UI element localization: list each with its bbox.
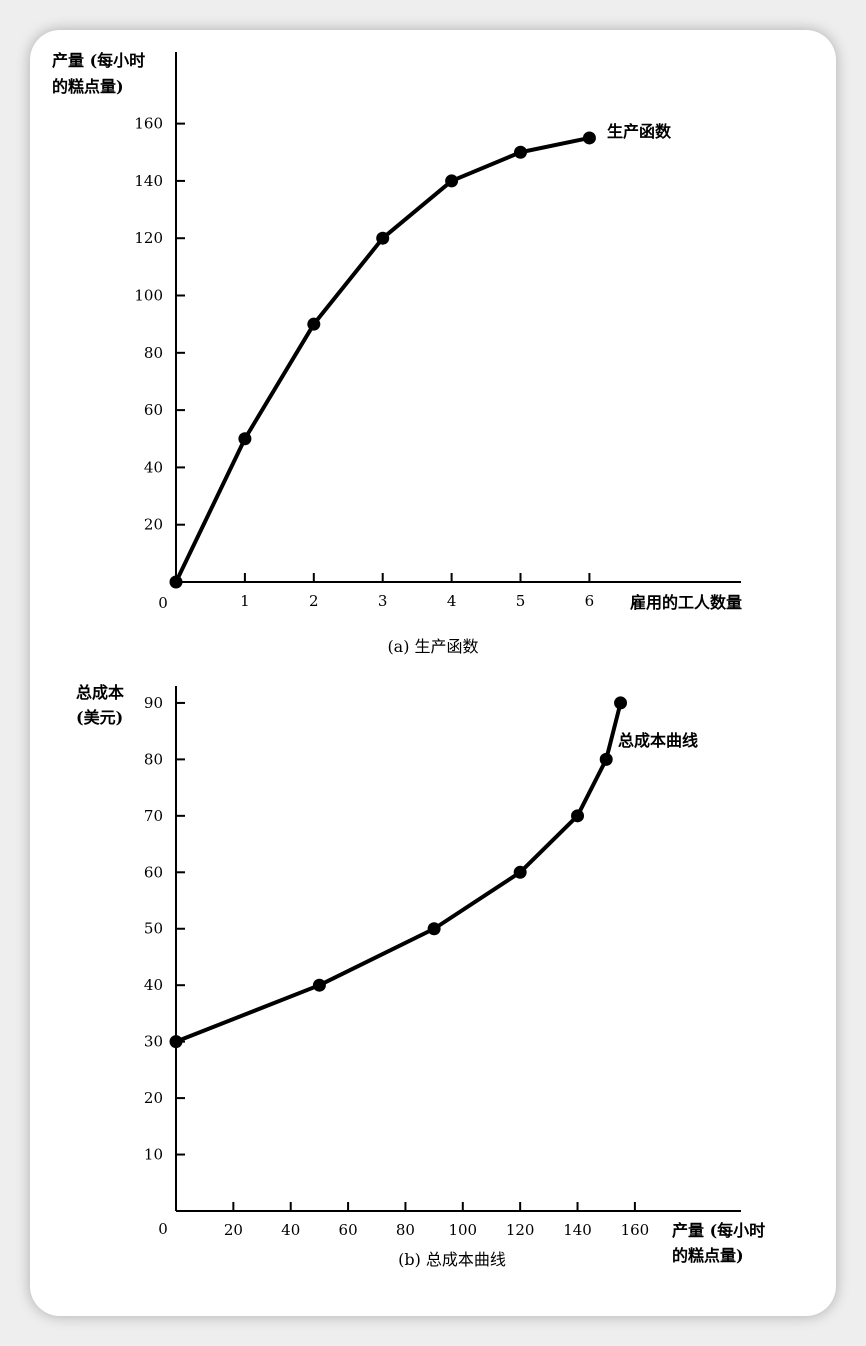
chart-a-data-point xyxy=(169,575,183,589)
chart-a-series-label: 生产函数 xyxy=(607,122,672,141)
chart-a-xtick-label: 3 xyxy=(378,592,388,610)
chart-a-xtick-label: 4 xyxy=(447,592,457,610)
chart-b-xtick-label: 140 xyxy=(563,1221,592,1239)
chart-a-data-point xyxy=(514,145,528,159)
chart-a-data-point xyxy=(307,317,321,331)
chart-a-ytick-label: 40 xyxy=(144,458,163,476)
chart-b-ytick-label: 20 xyxy=(144,1089,163,1107)
chart-b-ytick-label: 40 xyxy=(144,976,163,994)
chart-a-data-point xyxy=(445,174,459,188)
chart-a-xtick-label: 5 xyxy=(516,592,526,610)
chart-a-data-point xyxy=(238,432,252,446)
chart-a-caption: (a) 生产函数 xyxy=(387,637,478,656)
chart-a-data-point xyxy=(376,231,390,245)
chart-b-xtick-label: 60 xyxy=(339,1221,358,1239)
chart-b-data-point xyxy=(599,752,613,766)
chart-a-data-point xyxy=(582,131,596,145)
chart-b-xtick-label: 100 xyxy=(448,1221,477,1239)
chart-b-caption: (b) 总成本曲线 xyxy=(398,1250,506,1269)
chart-a-ytick-label: 160 xyxy=(134,115,163,133)
chart-a-ytick-label: 60 xyxy=(144,401,163,419)
chart-a-series-line xyxy=(174,135,590,583)
chart-b-series-label: 总成本曲线 xyxy=(618,731,698,750)
chart-b-ytick-label: 90 xyxy=(144,694,163,712)
chart-b-ytick-label: 10 xyxy=(144,1146,163,1164)
chart-b-xlabel-line1: 产量 (每小时 xyxy=(672,1221,765,1240)
chart-b-ytick-label: 50 xyxy=(144,920,163,938)
chart-a-ytick-label: 20 xyxy=(144,516,163,534)
chart-a-ylabel-line2: 的糕点量) xyxy=(52,77,124,96)
chart-b-ylabel-line2: (美元) xyxy=(76,708,123,727)
chart-b-xtick-label: 120 xyxy=(506,1221,535,1239)
chart-b-xtick-label: 40 xyxy=(281,1221,300,1239)
chart-b-xtick-label: 20 xyxy=(224,1221,243,1239)
chart-a-xtick-label: 2 xyxy=(309,592,319,610)
chart-a-ytick-label: 120 xyxy=(134,229,163,247)
chart-b-data-point xyxy=(571,809,585,823)
chart-b-ytick-label: 60 xyxy=(144,863,163,881)
chart-b-data-point xyxy=(312,978,326,992)
chart-b-xtick-label: 160 xyxy=(621,1221,650,1239)
chart-b-ytick-label: 70 xyxy=(144,807,163,825)
chart-b-ylabel-line1: 总成本 xyxy=(76,683,124,702)
chart-b-data-point xyxy=(427,922,441,936)
chart-a-xlabel: 雇用的工人数量 xyxy=(630,593,742,612)
chart-a-xtick-label: 6 xyxy=(585,592,595,610)
chart-b-data-point xyxy=(169,1035,183,1049)
chart-b-data-point xyxy=(513,865,527,879)
chart-b-data-point xyxy=(614,696,628,710)
chart-a-ytick-label: 100 xyxy=(134,287,163,305)
chart-a-origin-label: 0 xyxy=(158,594,168,612)
chart-b-series-line xyxy=(175,702,623,1044)
chart-b-ytick-label: 30 xyxy=(144,1033,163,1051)
chart-b-xlabel-line2: 的糕点量) xyxy=(672,1246,744,1265)
chart-b-xtick-label: 80 xyxy=(396,1221,415,1239)
chart-b-ytick-label: 80 xyxy=(144,750,163,768)
chart-a-ylabel-line1: 产量 (每小时 xyxy=(52,51,145,70)
figure-card xyxy=(30,30,836,1316)
chart-b: 总成本 (美元) 0 10 20 30 40 50 60 70 80 90 20 40 60 80 10… xyxy=(76,683,765,1269)
chart-b-origin-label: 0 xyxy=(158,1220,168,1238)
chart-a-ytick-label: 80 xyxy=(144,344,163,362)
chart-a-xtick-label: 1 xyxy=(240,592,250,610)
chart-a: 产量 (每小时 的糕点量) 0 20 40 60 80 100 120 140 160 1 2 3… xyxy=(52,51,742,656)
chart-a-ytick-label: 140 xyxy=(134,172,163,190)
